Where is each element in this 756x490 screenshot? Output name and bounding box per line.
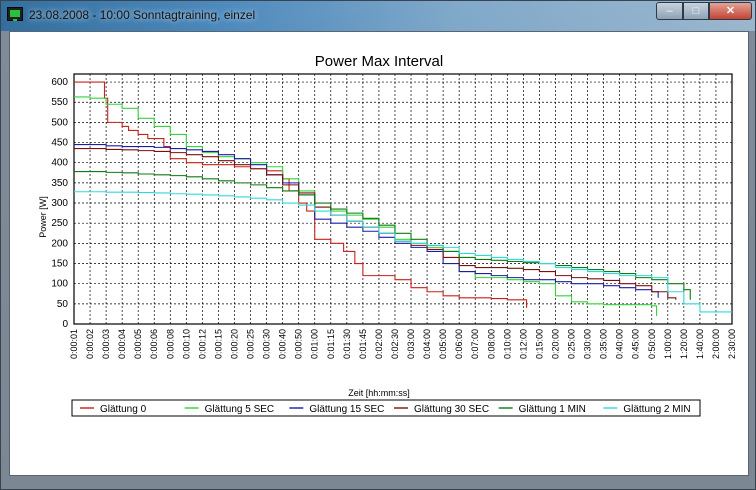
x-tick-label: 0:06:00 [454, 329, 464, 359]
close-button[interactable]: ✕ [709, 2, 752, 20]
x-tick-label: 0:00:50 [294, 329, 304, 359]
x-tick-label: 0:40:00 [615, 329, 625, 359]
monitor-icon[interactable] [7, 7, 23, 21]
x-tick-label: 0:00:12 [197, 329, 207, 359]
title-bar[interactable]: 23.08.2008 - 10:00 Sonntagtraining, einz… [1, 1, 755, 31]
legend-label: Glättung 15 SEC [309, 404, 384, 415]
maximize-button[interactable]: □ [683, 2, 709, 20]
x-tick-label: 0:30:00 [583, 329, 593, 359]
x-tick-label: 0:20:00 [550, 329, 560, 359]
x-tick-label: 0:00:08 [165, 329, 175, 359]
series-line-4 [74, 171, 691, 300]
chart-panel: Power Max Interval Zeit [hh:mm:ss] Power… [9, 31, 749, 476]
x-tick-label: 1:20:00 [679, 329, 689, 359]
y-tick-label: 600 [51, 77, 68, 88]
x-tick-label: 0:15:00 [534, 329, 544, 359]
legend-label: Glättung 0 [100, 404, 147, 415]
x-tick-label: 0:00:40 [278, 329, 288, 359]
x-tick-label: 0:07:00 [470, 329, 480, 359]
x-tick-label: 0:02:30 [390, 329, 400, 359]
y-tick-label: 150 [51, 259, 68, 270]
x-tick-label: 0:45:00 [631, 329, 641, 359]
y-tick-label: 100 [51, 279, 68, 290]
y-tick-label: 550 [51, 97, 68, 108]
y-tick-label: 400 [51, 158, 68, 169]
x-tick-label: 1:40:00 [695, 329, 705, 359]
legend-label: Glättung 2 MIN [623, 404, 690, 415]
x-tick-label: 0:02:00 [374, 329, 384, 359]
x-tick-label: 0:00:10 [181, 329, 191, 359]
y-tick-label: 50 [57, 299, 69, 310]
x-tick-label: 0:01:15 [326, 329, 336, 359]
x-tick-label: 0:01:00 [310, 329, 320, 359]
x-tick-label: 0:01:30 [342, 329, 352, 359]
x-tick-label: 1:00:00 [663, 329, 673, 359]
x-tick-label: 2:30:00 [727, 329, 737, 359]
series-line-5 [74, 191, 732, 313]
x-tick-label: 0:08:00 [486, 329, 496, 359]
x-tick-label: 0:50:00 [647, 329, 657, 359]
x-tick-label: 0:35:00 [599, 329, 609, 359]
chart-title: Power Max Interval [315, 53, 443, 70]
x-tick-label: 0:00:20 [229, 329, 239, 359]
power-max-interval-chart: Power Max Interval Zeit [hh:mm:ss] Power… [38, 53, 737, 417]
x-tick-label: 0:03:00 [406, 329, 416, 359]
x-tick-label: 0:00:25 [246, 329, 256, 359]
y-tick-label: 0 [62, 319, 68, 330]
y-tick-label: 500 [51, 117, 68, 128]
minimize-button[interactable]: – [656, 2, 683, 20]
x-axis-label: Zeit [hh:mm:ss] [348, 388, 410, 398]
x-tick-label: 0:00:02 [85, 329, 95, 359]
y-axis-label: Power [W] [38, 196, 48, 238]
legend [71, 399, 701, 417]
y-tick-label: 200 [51, 238, 68, 249]
y-tick-label: 300 [51, 198, 68, 209]
x-tick-label: 0:25:00 [567, 329, 577, 359]
legend-label: Glättung 1 MIN [519, 404, 586, 415]
x-tick-label: 0:00:05 [133, 329, 143, 359]
x-tick-label: 0:00:30 [262, 329, 272, 359]
legend-label: Glättung 5 SEC [205, 404, 274, 415]
window-title: 23.08.2008 - 10:00 Sonntagtraining, einz… [29, 8, 256, 22]
legend-label: Glättung 30 SEC [414, 404, 489, 415]
x-tick-label: 0:04:00 [422, 329, 432, 359]
x-tick-label: 0:00:03 [101, 329, 111, 359]
x-tick-label: 0:00:04 [117, 329, 127, 359]
y-tick-label: 450 [51, 138, 68, 149]
x-tick-label: 2:00:00 [711, 329, 721, 359]
x-tick-label: 0:01:45 [358, 329, 368, 359]
y-tick-label: 350 [51, 178, 68, 189]
plot-area [73, 73, 733, 325]
x-tick-label: 0:10:00 [502, 329, 512, 359]
x-tick-label: 0:00:01 [69, 329, 79, 359]
x-tick-label: 0:00:15 [213, 329, 223, 359]
x-tick-label: 0:05:00 [438, 329, 448, 359]
x-tick-label: 0:12:00 [518, 329, 528, 359]
y-tick-label: 250 [51, 218, 68, 229]
x-tick-label: 0:00:06 [149, 329, 159, 359]
